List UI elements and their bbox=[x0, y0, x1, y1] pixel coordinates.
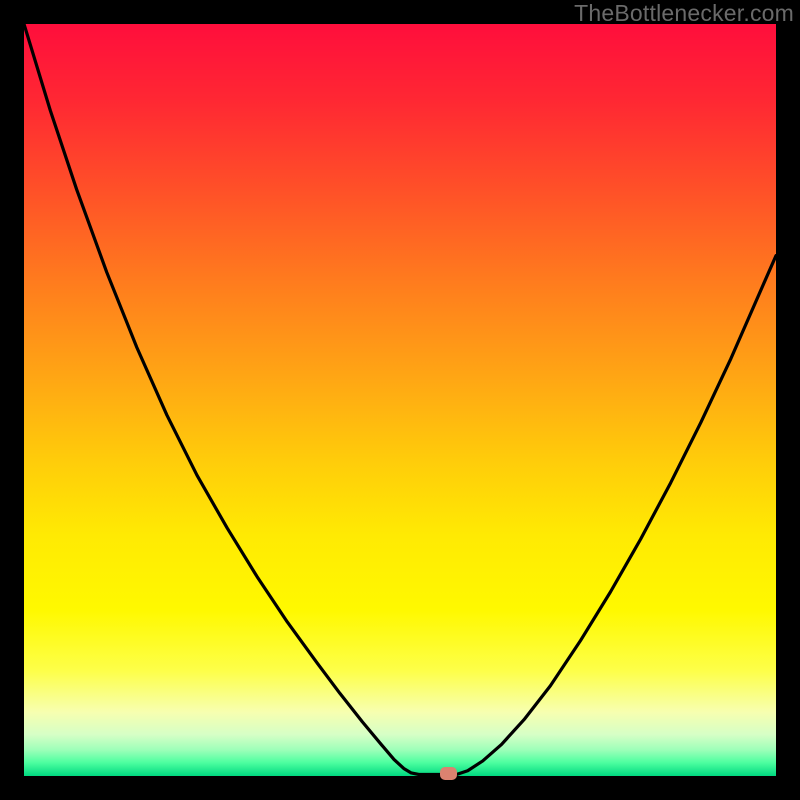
chart-area bbox=[24, 24, 776, 776]
watermark-text: TheBottlenecker.com bbox=[574, 0, 794, 27]
bottleneck-curve bbox=[24, 24, 776, 776]
optimum-marker bbox=[440, 767, 457, 780]
